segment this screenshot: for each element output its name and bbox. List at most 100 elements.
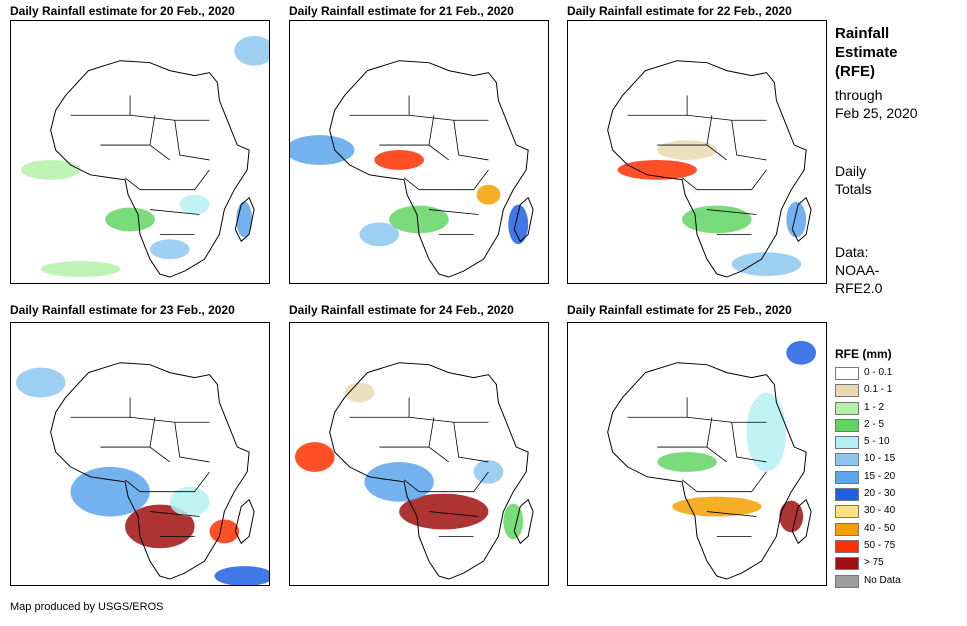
rainfall-area <box>105 207 155 232</box>
legend-swatch <box>835 488 859 502</box>
country-border <box>681 177 698 191</box>
rainfall-area <box>657 140 717 160</box>
legend-swatch <box>835 418 859 432</box>
country-border <box>124 479 141 493</box>
country-border <box>453 120 489 161</box>
legend-label: 20 - 30 <box>864 488 896 500</box>
legend-swatch <box>835 557 859 571</box>
rainfall-area <box>786 340 817 365</box>
country-border <box>403 177 420 191</box>
legend-label: 0.1 - 1 <box>864 384 893 396</box>
country-border <box>706 209 757 215</box>
map-panel-6 <box>567 322 827 586</box>
country-border <box>419 471 489 493</box>
legend-label: 5 - 10 <box>864 436 890 448</box>
daily-totals: Daily Totals <box>835 162 872 198</box>
africa-outline <box>607 60 807 278</box>
country-border <box>697 169 767 191</box>
legend-swatch <box>835 401 859 415</box>
legend-label: No Data <box>864 574 901 586</box>
country-border <box>379 446 450 463</box>
map-panel-2 <box>289 20 549 284</box>
country-border <box>419 169 489 191</box>
madagascar-outline <box>513 498 534 545</box>
legend-swatch <box>835 367 859 380</box>
madagascar-outline <box>791 498 812 545</box>
country-border <box>149 511 200 517</box>
heading-line-3: (RFE) <box>835 63 875 80</box>
legend-swatch <box>835 522 859 536</box>
rainfall-area <box>20 159 81 180</box>
country-border <box>428 511 479 517</box>
madagascar-outline <box>791 196 812 243</box>
through-date: through Feb 25, 2020 <box>835 86 918 122</box>
country-border <box>681 479 698 493</box>
legend-label: 40 - 50 <box>864 522 896 534</box>
rainfall-area <box>214 566 269 585</box>
country-border <box>731 422 767 463</box>
panel-title-4: Daily Rainfall estimate for 23 Feb., 202… <box>10 303 235 317</box>
country-border <box>100 446 171 463</box>
rainfall-area <box>70 466 150 517</box>
country-border <box>706 115 713 146</box>
rainfall-area <box>657 452 717 472</box>
country-border <box>428 115 435 146</box>
africa-outline <box>329 362 529 580</box>
rainfall-area <box>731 252 802 277</box>
country-border <box>409 114 489 121</box>
country-border <box>174 422 210 463</box>
data-line-1: Data: <box>835 244 869 260</box>
rainfall-area <box>746 392 787 472</box>
africa-outline <box>50 60 250 278</box>
legend-swatch <box>835 470 859 484</box>
country-border <box>706 417 713 448</box>
rainfall-area <box>294 442 335 472</box>
rainfall-area <box>344 382 375 403</box>
rainfall-area <box>399 493 489 530</box>
country-border <box>124 177 141 191</box>
country-border <box>697 471 767 493</box>
heading-line-1: Rainfall <box>835 25 890 42</box>
panel-title-3: Daily Rainfall estimate for 22 Feb., 202… <box>567 4 792 18</box>
madagascar-outline <box>234 498 255 545</box>
country-border <box>140 169 210 191</box>
country-border <box>349 95 410 116</box>
data-line-2: NOAA- <box>835 262 880 278</box>
map-panel-4 <box>10 322 270 586</box>
legend-label: 50 - 75 <box>864 539 896 551</box>
africa-outline <box>329 60 529 278</box>
country-border <box>409 416 489 423</box>
rainfall-area <box>374 150 424 170</box>
rainfall-area <box>359 222 400 247</box>
africa-outline <box>607 362 807 580</box>
africa-outline <box>50 362 250 580</box>
rainfall-area <box>672 496 762 517</box>
rainfall-area <box>179 194 210 215</box>
country-border <box>149 115 156 146</box>
rainfall-area <box>149 239 190 260</box>
country-border <box>174 120 210 161</box>
data-line-3: RFE2.0 <box>835 280 883 296</box>
legend-label: 15 - 20 <box>864 470 896 482</box>
map-panel-1 <box>10 20 270 284</box>
madagascar-outline <box>513 196 534 243</box>
legend-label: 1 - 2 <box>864 401 885 413</box>
legend-swatch <box>835 539 859 553</box>
country-border <box>140 471 210 493</box>
rainfall-area <box>389 205 449 234</box>
rainfall-area <box>234 35 269 66</box>
legend-label: 10 - 15 <box>864 453 896 465</box>
rainfall-area <box>15 367 66 398</box>
legend-swatch <box>835 574 859 588</box>
country-border <box>130 114 210 121</box>
country-border <box>70 397 131 418</box>
madagascar-outline <box>234 196 255 243</box>
map-panel-3 <box>567 20 827 284</box>
country-border <box>428 417 435 448</box>
rainfall-area <box>473 459 504 484</box>
rainfall-area <box>169 486 210 517</box>
country-border <box>70 95 131 116</box>
legend-swatch <box>835 384 859 398</box>
legend-label: > 75 <box>864 557 884 569</box>
legend-swatch <box>835 453 859 467</box>
